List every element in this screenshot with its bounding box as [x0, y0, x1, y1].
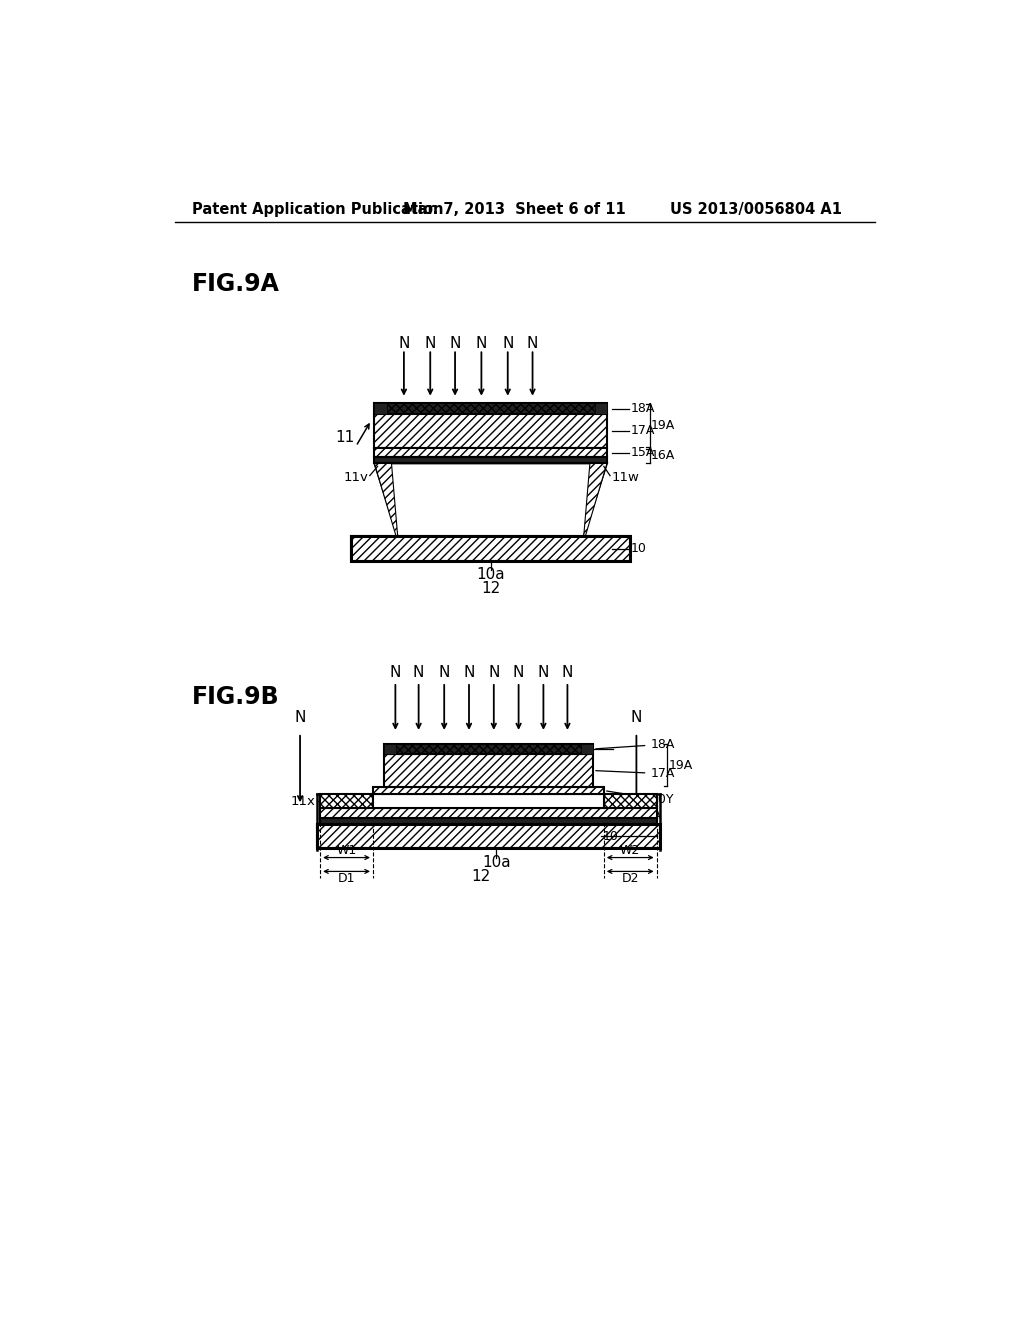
Bar — [375, 404, 387, 414]
Bar — [373, 795, 604, 808]
Text: N: N — [390, 665, 401, 680]
Text: N: N — [425, 335, 436, 351]
Text: 20Y: 20Y — [606, 791, 674, 807]
Text: 18A: 18A — [596, 738, 675, 751]
Text: 11w: 11w — [611, 471, 639, 483]
Text: 20X: 20X — [475, 801, 502, 816]
Bar — [375, 447, 607, 457]
Text: 10a: 10a — [476, 568, 505, 582]
Text: N: N — [294, 710, 306, 725]
Bar — [384, 743, 396, 755]
Bar — [384, 743, 593, 755]
Text: N: N — [450, 335, 461, 351]
Text: N: N — [398, 335, 410, 351]
Text: 18A: 18A — [630, 403, 654, 416]
Text: 10a: 10a — [482, 854, 510, 870]
Text: N: N — [538, 665, 549, 680]
Bar — [581, 743, 593, 755]
Polygon shape — [584, 463, 607, 536]
Text: 11v: 11v — [343, 471, 369, 483]
Bar — [321, 817, 656, 824]
Text: N: N — [527, 335, 539, 351]
Text: N: N — [631, 710, 642, 725]
Text: US 2013/0056804 A1: US 2013/0056804 A1 — [671, 202, 843, 218]
Bar — [317, 824, 659, 849]
Bar — [595, 404, 607, 414]
Text: 16A: 16A — [637, 809, 662, 822]
Text: N: N — [413, 665, 424, 680]
Text: 10: 10 — [602, 829, 618, 842]
Text: 17A: 17A — [630, 425, 654, 437]
Text: Mar. 7, 2013  Sheet 6 of 11: Mar. 7, 2013 Sheet 6 of 11 — [403, 202, 626, 218]
Bar — [373, 787, 604, 795]
Text: FIG.9A: FIG.9A — [193, 272, 281, 296]
Text: 12: 12 — [471, 869, 490, 883]
Bar — [375, 404, 607, 414]
Text: 17A: 17A — [596, 767, 675, 780]
Text: N: N — [502, 335, 513, 351]
Text: FIG.9B: FIG.9B — [193, 685, 280, 709]
Bar — [375, 414, 607, 447]
Text: 10: 10 — [630, 543, 646, 556]
Bar — [351, 536, 630, 561]
Text: Patent Application Publication: Patent Application Publication — [193, 202, 443, 218]
Text: 11y: 11y — [602, 795, 627, 808]
Polygon shape — [321, 795, 621, 817]
Bar — [351, 536, 630, 561]
Text: 11: 11 — [336, 429, 355, 445]
Text: 11x: 11x — [291, 795, 315, 808]
Text: N: N — [513, 665, 524, 680]
Text: 19A: 19A — [669, 759, 693, 772]
Text: N: N — [438, 665, 450, 680]
Bar — [321, 808, 656, 817]
Bar — [384, 755, 593, 787]
Bar — [321, 795, 373, 808]
Text: N: N — [562, 665, 573, 680]
Text: W1: W1 — [337, 843, 356, 857]
Polygon shape — [375, 463, 397, 536]
Text: 15A: 15A — [630, 446, 654, 459]
Text: 16A: 16A — [651, 449, 676, 462]
Text: ← 11: ← 11 — [627, 804, 659, 817]
Bar — [604, 795, 656, 808]
Polygon shape — [375, 463, 607, 536]
Text: D2: D2 — [622, 871, 639, 884]
Text: 19A: 19A — [651, 418, 676, 432]
Text: D1: D1 — [338, 871, 355, 884]
Bar — [375, 457, 607, 463]
Text: W2: W2 — [621, 843, 640, 857]
Bar — [317, 824, 659, 849]
Text: 15A: 15A — [602, 807, 627, 820]
Text: N: N — [463, 665, 475, 680]
Text: N: N — [488, 665, 500, 680]
Text: 12: 12 — [481, 581, 501, 597]
Text: N: N — [476, 335, 487, 351]
